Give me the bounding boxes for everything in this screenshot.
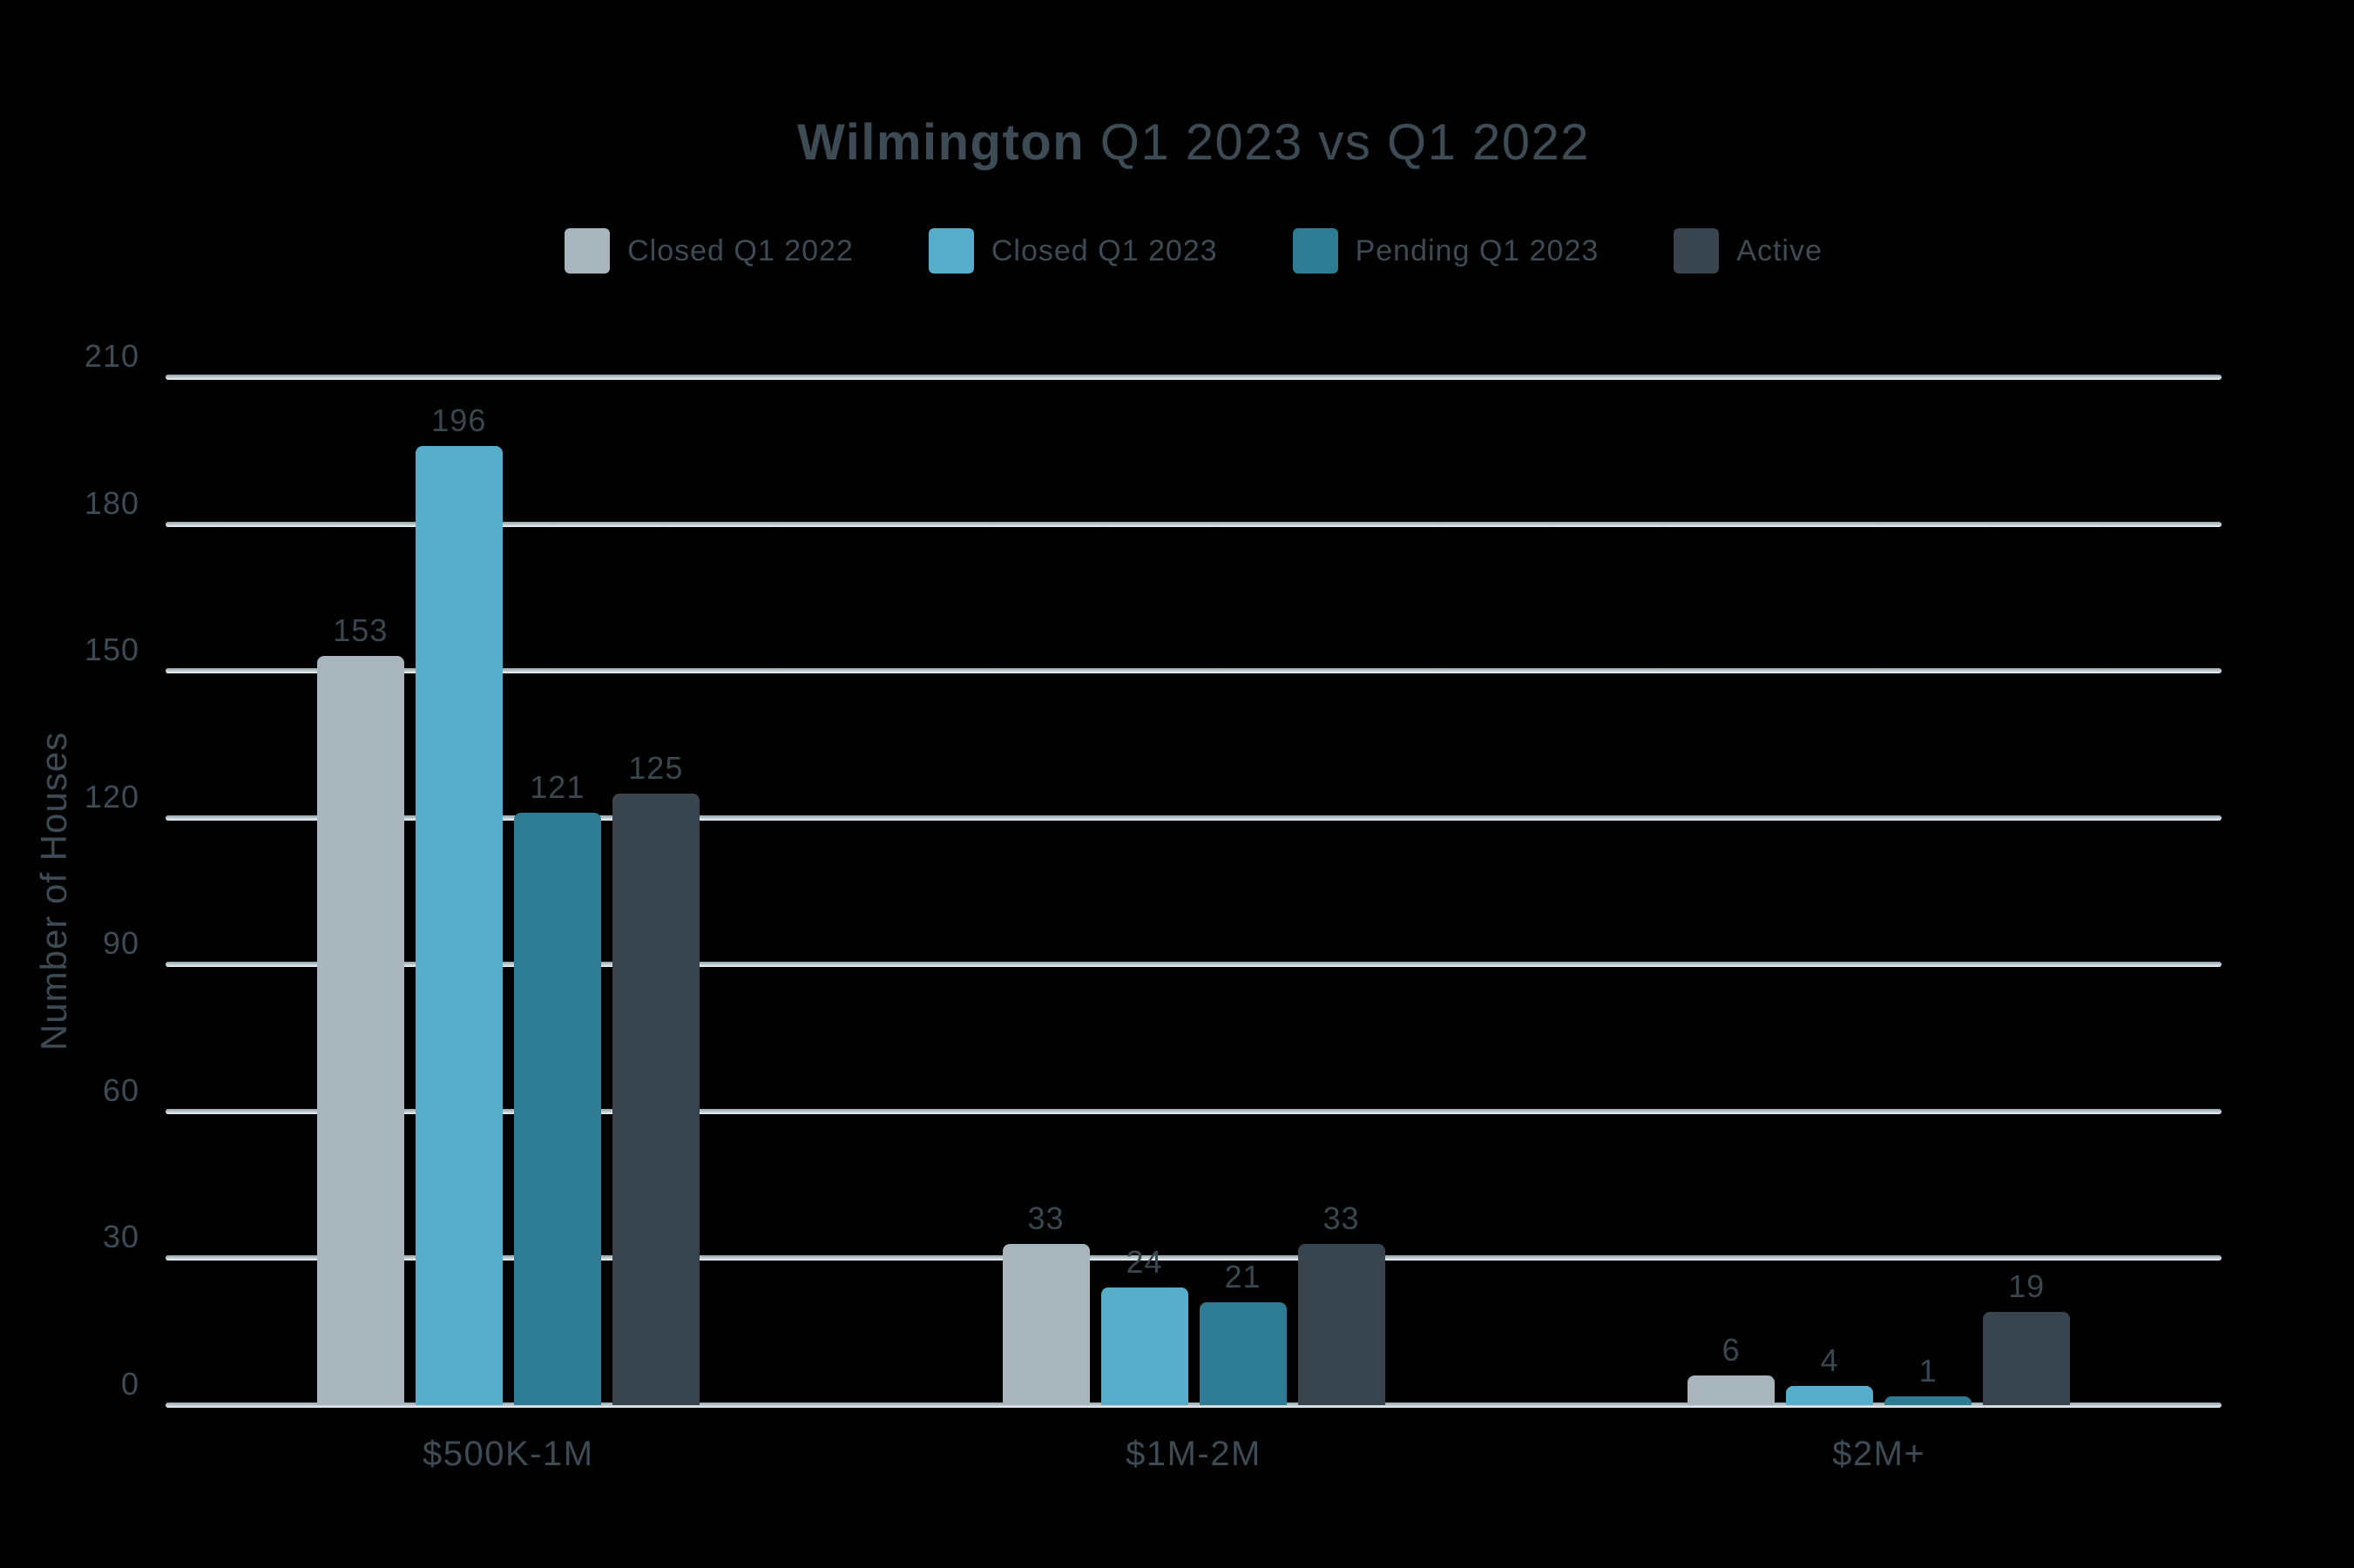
bar-value-label: 4 <box>1820 1342 1839 1378</box>
bar: 121 <box>513 769 601 1405</box>
y-tick-label: 150 <box>84 632 139 668</box>
legend-swatch-icon <box>1292 228 1338 274</box>
legend-label: Pending Q1 2023 <box>1355 233 1600 267</box>
y-tick-label: 120 <box>84 778 139 814</box>
bar: 125 <box>612 750 700 1405</box>
y-tick-label: 90 <box>102 925 139 962</box>
gridline <box>166 668 2222 674</box>
legend-swatch-icon <box>928 228 974 274</box>
legend-item: Pending Q1 2023 <box>1292 228 1600 274</box>
bar-value-label: 19 <box>2008 1268 2046 1305</box>
legend-item: Closed Q1 2022 <box>565 228 854 274</box>
x-category-label: $1M-2M <box>1126 1435 1262 1473</box>
bar: 21 <box>1199 1259 1287 1405</box>
gridline <box>166 962 2222 968</box>
bar-value-label: 153 <box>333 612 389 649</box>
bar: 1 <box>1884 1353 1972 1405</box>
bar: 33 <box>1002 1200 1090 1405</box>
y-axis-title: Number of Houses <box>33 731 74 1051</box>
bar: 4 <box>1786 1342 1874 1405</box>
legend-item: Closed Q1 2023 <box>928 228 1218 274</box>
plot-area: 0 30 60 90 120 150 180 210 153 196 121 125 $500K-1M… <box>85 338 2222 1473</box>
bar-value-label: 24 <box>1126 1244 1163 1281</box>
bar-value-label: 6 <box>1722 1332 1741 1369</box>
bar: 153 <box>316 612 404 1405</box>
bar: 6 <box>1688 1332 1776 1405</box>
bar-value-label: 125 <box>628 749 684 786</box>
legend-label: Active <box>1736 233 1823 267</box>
y-tick-label: 210 <box>84 338 139 374</box>
gridline <box>166 1108 2222 1114</box>
bar-value-label: 33 <box>1027 1200 1065 1236</box>
gridline <box>166 1255 2222 1261</box>
bar-group: 153 196 121 125 $500K-1M <box>166 377 851 1473</box>
legend-item: Active <box>1674 228 1823 274</box>
bar: 19 <box>1983 1268 2071 1405</box>
bar-value-label: 33 <box>1322 1200 1360 1236</box>
bar-group: 6 4 1 19 $2M+ <box>1536 377 2222 1473</box>
bar-value-label: 21 <box>1224 1259 1262 1294</box>
chart-title-bold: Wilmington <box>796 114 1086 171</box>
gridline <box>166 375 2222 380</box>
legend-label: Closed Q1 2022 <box>627 233 854 267</box>
legend-swatch-icon <box>565 228 611 274</box>
chart-title-rest: Q1 2023 vs Q1 2022 <box>1085 114 1591 171</box>
bar-value-label: 196 <box>431 402 487 438</box>
bar: 33 <box>1297 1200 1385 1405</box>
y-tick-label: 30 <box>102 1219 139 1255</box>
bar: 24 <box>1100 1244 1188 1405</box>
gridline <box>166 814 2222 821</box>
bar-group: 33 24 21 33 $1M-2M <box>851 377 1537 1473</box>
legend-swatch-icon <box>1674 228 1720 274</box>
y-tick-label: 60 <box>102 1071 139 1108</box>
bar-groups: 153 196 121 125 $500K-1M 33 24 21 33 $1M-2M 6 4 1 19 $… <box>166 377 2222 1473</box>
y-tick-label: 180 <box>84 484 139 521</box>
gridline <box>166 521 2222 527</box>
bar-value-label: 1 <box>1918 1353 1938 1389</box>
x-category-label: $500K-1M <box>423 1435 594 1473</box>
chart-title: Wilmington Q1 2023 vs Q1 2022 <box>166 113 2222 172</box>
bar-value-label: 121 <box>530 769 585 806</box>
legend-label: Closed Q1 2023 <box>991 233 1218 267</box>
x-category-label: $2M+ <box>1832 1435 1926 1473</box>
bar: 196 <box>415 402 503 1405</box>
gridline <box>166 1402 2222 1408</box>
y-tick-label: 0 <box>120 1366 139 1402</box>
legend: Closed Q1 2022 Closed Q1 2023 Pending Q1 2… <box>166 228 2222 274</box>
